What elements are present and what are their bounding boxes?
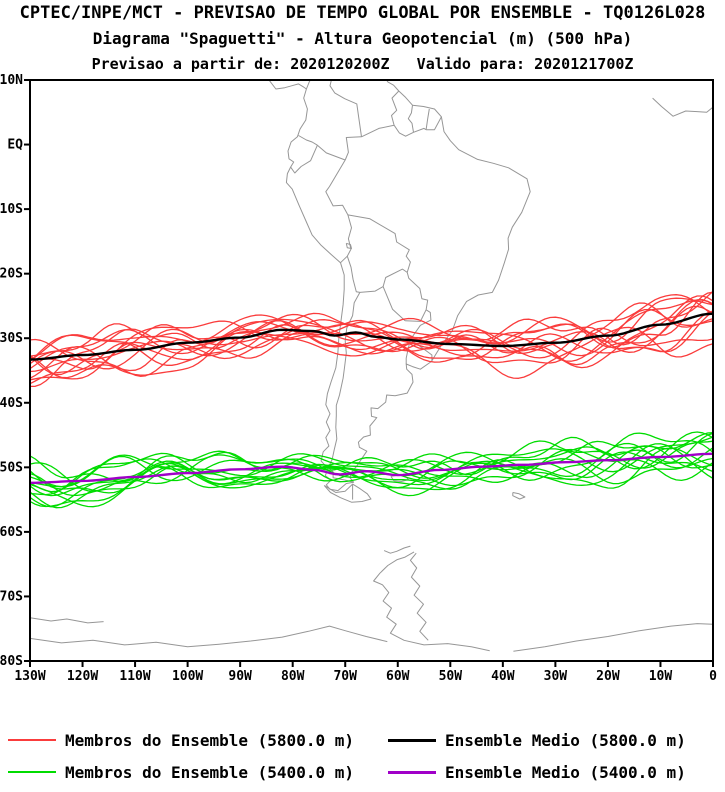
x-tick-label: 20W bbox=[596, 669, 620, 684]
x-tick-label: 60W bbox=[386, 669, 410, 684]
x-tick-label: 90W bbox=[228, 669, 252, 684]
plot-frame bbox=[29, 79, 714, 662]
x-tick-label: 120W bbox=[67, 669, 98, 684]
x-tick-label: 110W bbox=[119, 669, 150, 684]
chart-title-line-2: Diagrama "Spaguetti" - Altura Geopotenci… bbox=[92, 29, 633, 48]
x-tick-label: 70W bbox=[333, 669, 357, 684]
x-tick-label: 10W bbox=[649, 669, 673, 684]
legend-row-5400: Membros do Ensemble (5400.0 m) Ensemble … bbox=[0, 756, 725, 788]
x-tick-label: 40W bbox=[491, 669, 515, 684]
basemap bbox=[30, 80, 713, 652]
legend-line-sample-members-5400 bbox=[8, 771, 56, 773]
legend: Membros do Ensemble (5800.0 m) Ensemble … bbox=[0, 724, 725, 788]
legend-row-5800: Membros do Ensemble (5800.0 m) Ensemble … bbox=[0, 724, 725, 756]
y-tick-label: 10N bbox=[0, 73, 23, 88]
y-tick-label: 30S bbox=[0, 331, 23, 346]
y-tick-label: 80S bbox=[0, 654, 23, 669]
legend-label-members-5800: Membros do Ensemble (5800.0 m) bbox=[65, 730, 354, 750]
legend-line-sample-mean-5400 bbox=[388, 770, 436, 774]
y-tick-label: 40S bbox=[0, 396, 23, 411]
axis-ticks bbox=[24, 79, 714, 667]
x-tick-label: 130W bbox=[14, 669, 45, 684]
chart-title-line-1: CPTEC/INPE/MCT - PREVISAO DE TEMPO GLOBA… bbox=[19, 3, 706, 23]
chart-title-line-3: Previsao a partir de: 2020120200Z Valido… bbox=[91, 55, 634, 73]
y-tick-label: 50S bbox=[0, 460, 23, 475]
x-tick-label: 50W bbox=[439, 669, 463, 684]
legend-item-mean-5800: Ensemble Medio (5800.0 m) bbox=[388, 731, 686, 750]
x-tick-label: 80W bbox=[281, 669, 305, 684]
legend-label-members-5400: Membros do Ensemble (5400.0 m) bbox=[65, 762, 354, 782]
legend-item-members-5400: Membros do Ensemble (5400.0 m) bbox=[0, 763, 388, 782]
x-tick-label: 0 bbox=[709, 669, 717, 684]
legend-item-mean-5400: Ensemble Medio (5400.0 m) bbox=[388, 763, 686, 782]
y-tick-label: 60S bbox=[0, 525, 23, 540]
ensemble-lines bbox=[30, 290, 713, 509]
y-tick-label: 70S bbox=[0, 589, 23, 604]
y-tick-label: EQ bbox=[7, 138, 23, 153]
legend-label-mean-5800: Ensemble Medio (5800.0 m) bbox=[445, 730, 686, 750]
x-tick-label: 100W bbox=[172, 669, 203, 684]
legend-label-mean-5400: Ensemble Medio (5400.0 m) bbox=[445, 762, 686, 782]
y-tick-label: 10S bbox=[0, 202, 23, 217]
y-tick-label: 20S bbox=[0, 267, 23, 282]
legend-line-sample-members-5800 bbox=[8, 739, 56, 741]
x-tick-label: 30W bbox=[544, 669, 568, 684]
legend-line-sample-mean-5800 bbox=[388, 738, 436, 742]
legend-item-members-5800: Membros do Ensemble (5800.0 m) bbox=[0, 731, 388, 750]
